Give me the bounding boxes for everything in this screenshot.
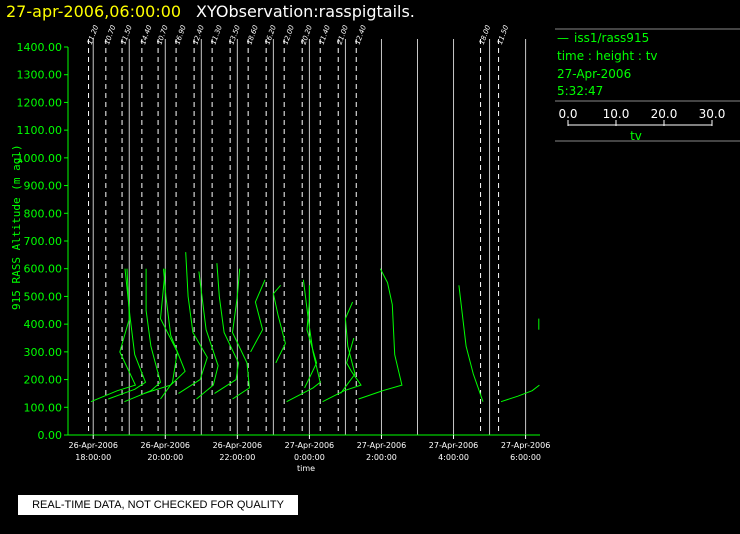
profile-line [178, 252, 208, 394]
x-tick-time: 20:00:00 [147, 453, 183, 462]
profile-lines [90, 252, 540, 403]
profile-line [458, 285, 484, 402]
x-axis-label: time [297, 464, 315, 473]
legend-panel: — iss1/rass915 time : height : tv 27-Apr… [555, 28, 740, 143]
x-tick-date: 26-Apr-2006 [213, 441, 262, 450]
scale-tick-label: 10.0 [603, 107, 630, 121]
scale-tick-label: 20.0 [651, 107, 678, 121]
legend-series-name: iss1/rass915 [574, 31, 649, 45]
profile-line [500, 384, 540, 403]
profile-line [286, 279, 321, 403]
chart-title-observation: XYObservation:rasspigtails. [196, 2, 415, 21]
profile-line [196, 271, 219, 400]
x-tick-time: 2:00:00 [366, 453, 397, 462]
y-tick-label: 1000.00 [17, 152, 63, 165]
profile-line [322, 337, 362, 403]
chart-title-date: 27-apr-2006,06:00:00 [6, 2, 181, 21]
profile-line [272, 284, 286, 364]
scale-tick-label: 0.0 [558, 107, 577, 121]
x-tick-labels: 26-Apr-2006 18:00:00 26-Apr-2006 20:00:00 26… [68, 441, 550, 462]
y-tick-label: 600.00 [24, 263, 63, 276]
legend-mapping: time : height : tv [557, 49, 658, 63]
legend-series-dash: — [557, 31, 569, 45]
y-tick-labels: 0.00 100.00 200.00 300.00 400.00 500.00 600.00… [17, 41, 63, 442]
legend-date: 27-Apr-2006 [557, 67, 631, 81]
y-tick-label: 800.00 [24, 207, 63, 220]
y-tick-label: 200.00 [24, 374, 63, 387]
profile-line [358, 268, 403, 400]
y-tick-label: 500.00 [24, 290, 63, 303]
y-tick-label: 400.00 [24, 318, 63, 331]
profile-line [108, 268, 147, 400]
profile-line [250, 279, 266, 353]
profile-line [159, 268, 178, 400]
y-tick-label: 1200.00 [17, 96, 63, 109]
y-tick-label: 1100.00 [17, 124, 63, 137]
profile-line [144, 268, 186, 394]
profile-line [340, 301, 356, 394]
y-tick-label: 1400.00 [17, 41, 63, 54]
y-tick-label: 900.00 [24, 180, 63, 193]
axes-layer [64, 46, 540, 439]
x-tick-date: 27-Apr-2006 [285, 441, 334, 450]
x-tick-time: 4:00:00 [438, 453, 469, 462]
legend-scale-label: tv [630, 129, 642, 143]
y-tick-label: 300.00 [24, 346, 63, 359]
legend-time: 5:32:47 [557, 84, 603, 98]
x-tick-date: 27-Apr-2006 [429, 441, 478, 450]
x-tick-date: 26-Apr-2006 [68, 441, 117, 450]
tv-scale: 0.0 10.0 20.0 30.0 [558, 107, 725, 126]
y-tick-label: 0.00 [38, 429, 63, 442]
x-tick-time: 6:00:00 [510, 453, 541, 462]
x-tick-date: 27-Apr-2006 [501, 441, 550, 450]
x-tick-time: 0:00:00 [294, 453, 325, 462]
y-axis-label: 915 RASS Altitude (m agl) [10, 144, 23, 310]
profile-line [231, 268, 250, 400]
y-tick-label: 700.00 [24, 235, 63, 248]
x-tick-date: 27-Apr-2006 [357, 441, 406, 450]
quality-notice: REAL-TIME DATA, NOT CHECKED FOR QUALITY [18, 495, 298, 515]
x-tick-date: 26-Apr-2006 [141, 441, 190, 450]
profile-line [304, 285, 318, 389]
y-tick-label: 1300.00 [17, 69, 63, 82]
scale-tick-label: 30.0 [699, 107, 726, 121]
x-tick-time: 18:00:00 [75, 453, 111, 462]
grid-layer [88, 39, 527, 435]
profile-line [214, 263, 240, 394]
y-tick-label: 100.00 [24, 401, 63, 414]
x-tick-time: 22:00:00 [219, 453, 255, 462]
